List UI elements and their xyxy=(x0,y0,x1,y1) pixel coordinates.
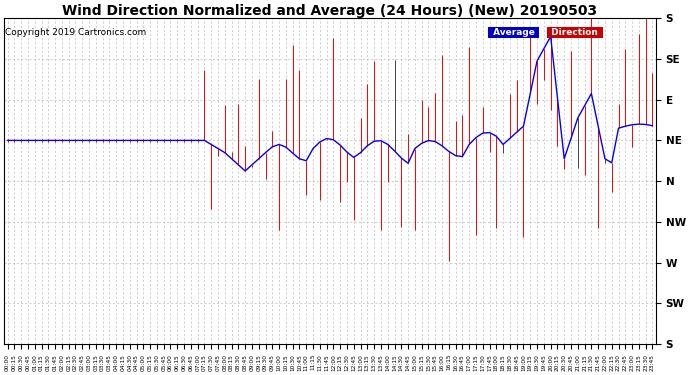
Text: Average: Average xyxy=(490,28,538,37)
Title: Wind Direction Normalized and Average (24 Hours) (New) 20190503: Wind Direction Normalized and Average (2… xyxy=(63,4,598,18)
Text: Copyright 2019 Cartronics.com: Copyright 2019 Cartronics.com xyxy=(5,28,146,37)
Text: Direction: Direction xyxy=(549,28,601,37)
